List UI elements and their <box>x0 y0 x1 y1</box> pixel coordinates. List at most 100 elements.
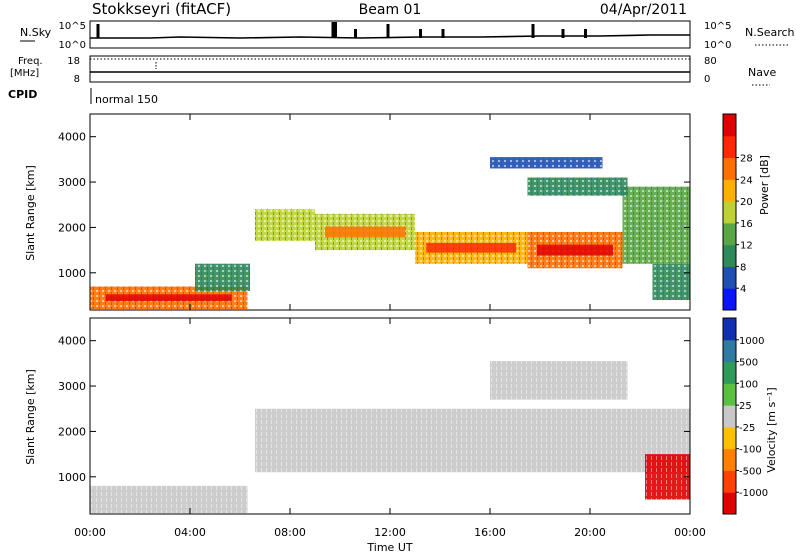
freq-ylabel-unit: [MHz] <box>10 68 39 79</box>
colorbar-frame <box>722 317 737 515</box>
colorbar-tick-label: 12 <box>740 241 753 252</box>
colorbar-frame <box>722 113 737 311</box>
noise-spike <box>331 22 335 38</box>
velocity-data <box>90 361 690 514</box>
data-region-texture <box>490 361 628 400</box>
data-region-texture <box>255 408 690 473</box>
colorbar-segment <box>723 201 736 224</box>
y-tick-label: 3000 <box>58 176 86 189</box>
colorbar-segment <box>723 383 736 406</box>
colorbar-tick-label: -1000 <box>739 488 768 499</box>
y-tick-label: 2000 <box>58 425 86 438</box>
noise-spike <box>584 29 587 38</box>
velocity-ylabel: Slant Range [km] <box>24 369 37 465</box>
colorbar-segment <box>723 426 736 450</box>
power-ylabel: Slant Range [km] <box>24 165 37 261</box>
x-tick-label: 00:00 <box>674 526 706 539</box>
velocity-colorbar: 1000 500 100 25 -25 -100 -500 -1000 <box>722 317 768 515</box>
data-region-texture <box>90 485 248 514</box>
colorbar-segment <box>723 288 736 311</box>
y-tick-label: 2000 <box>58 221 86 234</box>
y-tick-label: 1000 <box>58 471 86 484</box>
colorbar-segment <box>723 448 736 471</box>
date-title: 04/Apr/2011 <box>600 2 687 18</box>
colorbar-segment <box>723 405 736 428</box>
freq-tick-bottom: 8 <box>74 74 80 85</box>
noise-spike <box>561 29 565 38</box>
colorbar-tick-label: 16 <box>740 219 753 230</box>
nave-ylabel: Nave <box>748 66 776 79</box>
noise-spike <box>386 24 390 38</box>
noise-frame <box>89 20 691 49</box>
y-tick-label: 1000 <box>58 267 86 280</box>
y-tick-label: 4000 <box>58 131 86 144</box>
x-tick-label: 12:00 <box>374 526 406 539</box>
noise-tick-bottom: 10^0 <box>59 40 86 51</box>
cpid-label: CPID <box>8 88 37 101</box>
noise-spikes <box>96 22 587 38</box>
data-region-texture <box>645 454 690 500</box>
colorbar-tick-label: 4 <box>740 284 746 295</box>
data-region-texture <box>490 157 603 169</box>
noise-panel: N.Sky 10^5 10^0 10^5 10^0 N.Search <box>20 20 795 51</box>
data-region-core <box>325 226 405 238</box>
data-region-texture <box>255 209 315 242</box>
noise-spike <box>354 29 357 38</box>
power-panel: 1000 2000 3000 4000 Slant Range [km] 4 8 12 16… <box>24 113 771 311</box>
power-frame <box>89 113 691 311</box>
colorbar-tick-label: 100 <box>739 379 758 390</box>
velocity-panel: 1000 2000 3000 4000 Slant Range [km] 00:00 0… <box>24 114 778 554</box>
colorbar-tick-label: 500 <box>739 358 758 369</box>
power-colorbar-label: Power [dB] <box>758 155 771 215</box>
x-tick-label: 08:00 <box>274 526 306 539</box>
data-region-texture <box>195 263 250 291</box>
x-tick-label: 16:00 <box>474 526 506 539</box>
y-tick-label: 3000 <box>58 380 86 393</box>
noise-spike <box>96 24 100 38</box>
noise-spike <box>419 29 422 38</box>
freq-ylabel: Freq. <box>18 56 43 67</box>
noise-spike <box>531 24 535 38</box>
power-yaxis: 1000 2000 3000 4000 <box>58 131 690 280</box>
freq-tick-top: 18 <box>67 56 80 67</box>
noise-spike <box>441 29 445 38</box>
colorbar-segment <box>723 492 736 515</box>
noise-ylabel: N.Sky <box>20 26 52 39</box>
colorbar-tick-label: -25 <box>739 423 755 434</box>
power-colorbar: 4 8 12 16 20 24 28 <box>722 113 753 311</box>
colorbar-segment <box>723 266 736 289</box>
data-region-texture <box>652 263 690 301</box>
nave-tick-bottom: 0 <box>704 74 710 85</box>
colorbar-tick-label: 25 <box>739 401 752 412</box>
colorbar-segment <box>723 179 736 202</box>
noise-tick-right-bottom: 10^0 <box>704 40 731 51</box>
frequency-panel: Freq. [MHz] 18 8 80 0 Nave <box>10 55 776 86</box>
x-tick-label: 00:00 <box>74 526 106 539</box>
colorbar-tick-label: 20 <box>740 197 753 208</box>
y-tick-label: 4000 <box>58 335 86 348</box>
colorbar-tick-label: 24 <box>740 175 753 186</box>
noise-ylabel-right: N.Search <box>745 26 795 39</box>
velocity-yaxis: 1000 2000 3000 4000 <box>58 335 690 484</box>
colorbar-segment <box>723 114 736 137</box>
cpid-row: CPID normal 150 <box>8 88 158 106</box>
data-region-core <box>105 294 232 302</box>
x-tick-label: 20:00 <box>574 526 606 539</box>
colorbar-segment <box>723 339 736 363</box>
colorbar-tick-label: -500 <box>739 466 762 477</box>
data-region-core <box>537 244 613 256</box>
cpid-text: normal 150 <box>95 93 158 106</box>
velocity-xlabel: Time UT <box>366 541 412 554</box>
colorbar-segment <box>723 244 736 267</box>
colorbar-segment <box>723 222 736 246</box>
colorbar-segment <box>723 318 736 341</box>
power-data <box>90 157 690 310</box>
time-xaxis: 00:00 04:00 08:00 12:00 16:00 20:00 00:00 <box>74 114 706 539</box>
colorbar-tick-label: 1000 <box>739 336 764 347</box>
noise-tick-top: 10^5 <box>59 21 86 32</box>
colorbar-tick-label: 8 <box>740 262 746 273</box>
station-title: Stokkseyri (fitACF) <box>92 0 231 18</box>
colorbar-segment <box>723 157 736 180</box>
data-region-core <box>426 243 517 253</box>
